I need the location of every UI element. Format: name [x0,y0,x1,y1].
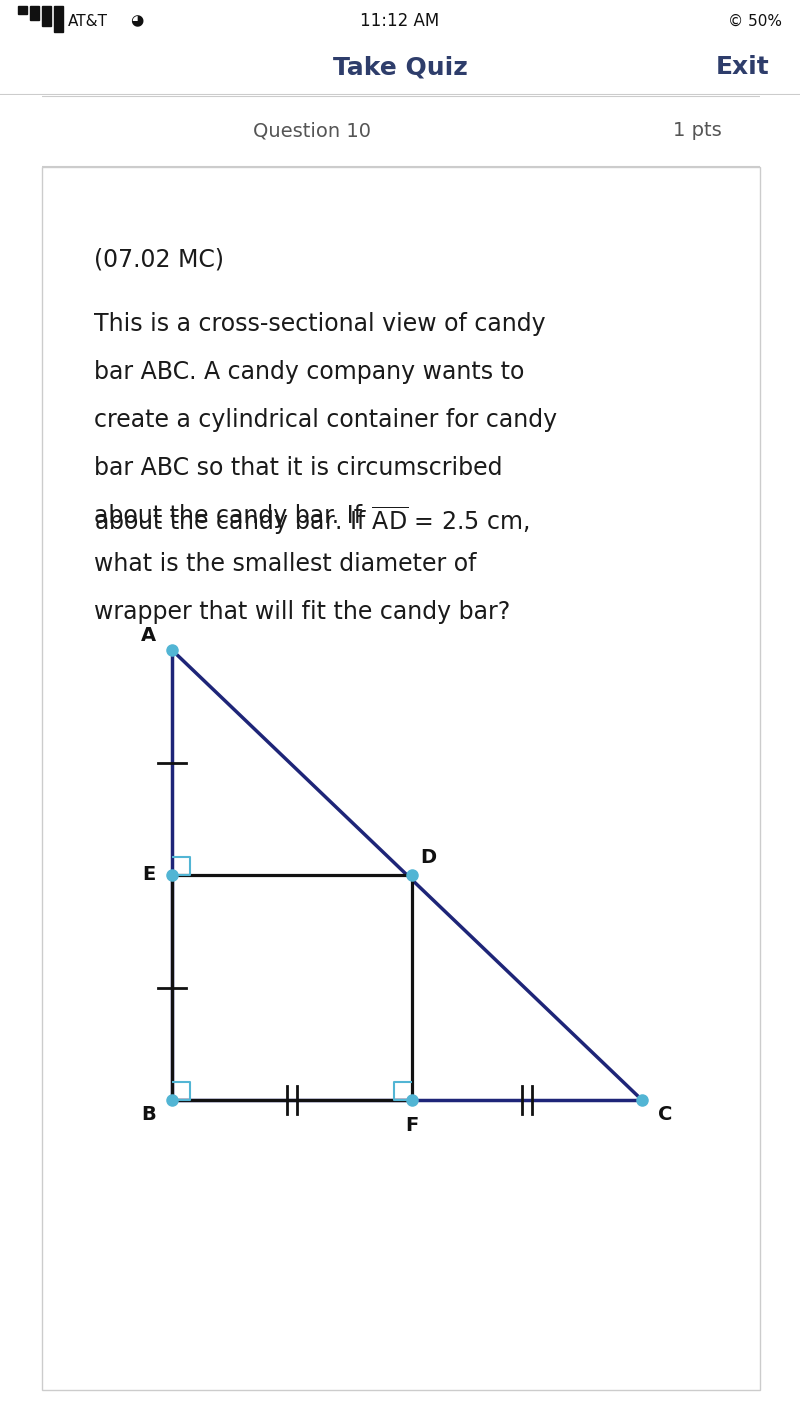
Bar [42,6,51,26]
Text: about the candy bar. If $\overline{\rm AD}$ = 2.5 cm,: about the candy bar. If $\overline{\rm A… [94,504,530,536]
Text: what is the smallest diameter of: what is the smallest diameter of [94,552,477,576]
Text: (07.02 MC): (07.02 MC) [94,248,224,270]
Text: bar ABC so that it is circumscribed: bar ABC so that it is circumscribed [94,455,502,480]
Text: ◕: ◕ [130,13,143,28]
Text: © 50%: © 50% [728,13,782,28]
Text: Question 10: Question 10 [253,121,371,141]
Text: F: F [406,1116,418,1136]
Text: wrapper that will fit the candy bar?: wrapper that will fit the candy bar? [94,601,510,625]
Text: 1 pts: 1 pts [674,121,722,141]
Text: 11:12 AM: 11:12 AM [360,11,440,30]
Text: Take Quiz: Take Quiz [333,55,467,80]
Text: B: B [142,1106,156,1124]
Text: Exit: Exit [716,55,770,80]
Text: E: E [142,865,156,885]
Text: C: C [658,1106,672,1124]
Text: about the candy bar. If: about the candy bar. If [94,504,370,528]
Bar [54,6,63,31]
Bar [18,6,27,14]
Text: bar ABC. A candy company wants to: bar ABC. A candy company wants to [94,360,524,384]
Text: This is a cross-sectional view of candy: This is a cross-sectional view of candy [94,312,546,336]
Text: create a cylindrical container for candy: create a cylindrical container for candy [94,408,557,433]
Bar [30,6,39,20]
Text: A: A [141,626,156,645]
Text: D: D [420,848,436,867]
Text: AT&T: AT&T [68,13,108,28]
